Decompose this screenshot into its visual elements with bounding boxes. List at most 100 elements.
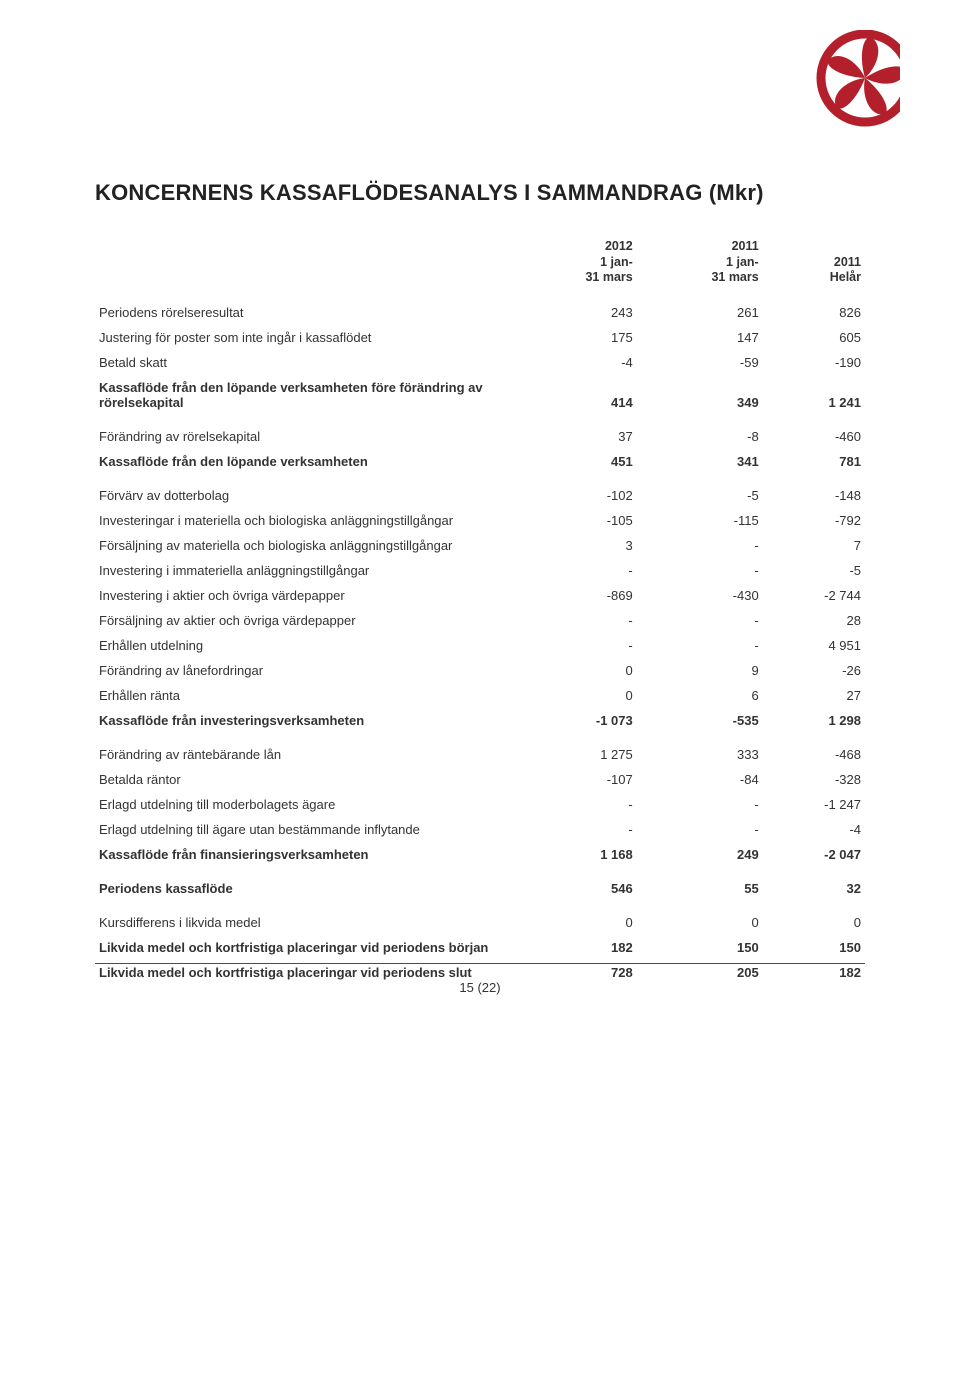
table-row: Försäljning av materiella och biologiska… [95,533,865,558]
cell-value: -8 [637,415,763,449]
cell-value: -148 [763,474,865,508]
table-row: Erhållen utdelning--4 951 [95,633,865,658]
cell-value: 6 [637,683,763,708]
cell-value: - [511,558,637,583]
row-label: Försäljning av materiella och biologiska… [95,533,511,558]
row-label: Förändring av lånefordringar [95,658,511,683]
cell-value: 451 [511,449,637,474]
cell-value: -792 [763,508,865,533]
cell-value: 0 [511,658,637,683]
cell-value: 414 [511,375,637,415]
cell-value: 28 [763,608,865,633]
cell-value: - [637,633,763,658]
table-row: Kassaflöde från investeringsverksamheten… [95,708,865,733]
table-row: Kassaflöde från den löpande verksamheten… [95,449,865,474]
row-label: Betalda räntor [95,767,511,792]
table-row: Förvärv av dotterbolag-102-5-148 [95,474,865,508]
row-label: Försäljning av aktier och övriga värdepa… [95,608,511,633]
cell-value: 243 [511,291,637,325]
cell-value: 781 [763,449,865,474]
row-label: Erhållen utdelning [95,633,511,658]
table-row: Erhållen ränta0627 [95,683,865,708]
cell-value: - [637,608,763,633]
page-title: KONCERNENS KASSAFLÖDESANALYS I SAMMANDRA… [95,180,865,206]
cell-value: 150 [637,935,763,960]
brand-logo [795,30,900,148]
table-row: Förändring av rörelsekapital37-8-460 [95,415,865,449]
table-row: Investeringar i materiella och biologisk… [95,508,865,533]
cell-value: 182 [511,935,637,960]
cell-value: -5 [763,558,865,583]
table-row: Förändring av lånefordringar09-26 [95,658,865,683]
cell-value: -5 [637,474,763,508]
cell-value: -26 [763,658,865,683]
cell-value: -2 047 [763,842,865,867]
cell-value: -460 [763,415,865,449]
cell-value: 0 [511,901,637,935]
table-row: Justering för poster som inte ingår i ka… [95,325,865,350]
row-label: Justering för poster som inte ingår i ka… [95,325,511,350]
cell-value: 333 [637,733,763,767]
cell-value: 349 [637,375,763,415]
cell-value: -190 [763,350,865,375]
cell-value: 175 [511,325,637,350]
row-label: Kassaflöde från investeringsverksamheten [95,708,511,733]
cell-value: -115 [637,508,763,533]
cell-value: 249 [637,842,763,867]
table-row: Periodens kassaflöde5465532 [95,867,865,901]
cell-value: -535 [637,708,763,733]
row-label: Periodens rörelseresultat [95,291,511,325]
cell-value: -84 [637,767,763,792]
cell-value: -468 [763,733,865,767]
cell-value: 546 [511,867,637,901]
cell-value: 9 [637,658,763,683]
table-header-row: 20121 jan-31 mars 20111 jan-31 mars 2011… [95,234,865,291]
cell-value: - [511,817,637,842]
cell-value: -430 [637,583,763,608]
cell-value: - [637,817,763,842]
row-label: Investeringar i materiella och biologisk… [95,508,511,533]
cell-value: 1 298 [763,708,865,733]
cell-value: 55 [637,867,763,901]
row-label: Periodens kassaflöde [95,867,511,901]
row-label: Erlagd utdelning till ägare utan bestämm… [95,817,511,842]
cell-value: - [637,533,763,558]
table-row: Likvida medel och kortfristiga placering… [95,935,865,960]
table-row: Erlagd utdelning till ägare utan bestämm… [95,817,865,842]
cell-value: -2 744 [763,583,865,608]
col-header: 20111 jan-31 mars [637,234,763,291]
table-row: Periodens rörelseresultat243261826 [95,291,865,325]
cell-value: - [511,608,637,633]
cell-value: -59 [637,350,763,375]
cell-value: - [511,792,637,817]
cell-value: 3 [511,533,637,558]
cell-value: 4 951 [763,633,865,658]
row-label: Förvärv av dotterbolag [95,474,511,508]
row-label: Investering i immateriella anläggningsti… [95,558,511,583]
cell-value: -328 [763,767,865,792]
table-row: Försäljning av aktier och övriga värdepa… [95,608,865,633]
cell-value: 0 [511,683,637,708]
cell-value: 147 [637,325,763,350]
row-label: Investering i aktier och övriga värdepap… [95,583,511,608]
row-label: Betald skatt [95,350,511,375]
cell-value: -102 [511,474,637,508]
cell-value: - [511,633,637,658]
cell-value: 341 [637,449,763,474]
table-row: Betalda räntor-107-84-328 [95,767,865,792]
col-header: 20121 jan-31 mars [511,234,637,291]
row-label: Erlagd utdelning till moderbolagets ägar… [95,792,511,817]
cell-value: 32 [763,867,865,901]
row-label: Erhållen ränta [95,683,511,708]
page-footer: 15 (22) [0,963,960,995]
col-header: 2011Helår [763,234,865,291]
cell-value: 1 168 [511,842,637,867]
cell-value: -1 073 [511,708,637,733]
row-label: Likvida medel och kortfristiga placering… [95,935,511,960]
row-label: Kassaflöde från finansieringsverksamhete… [95,842,511,867]
cell-value: -105 [511,508,637,533]
cell-value: - [637,558,763,583]
row-label: Kassaflöde från den löpande verksamheten… [95,375,511,415]
table-row: Erlagd utdelning till moderbolagets ägar… [95,792,865,817]
table-row: Betald skatt-4-59-190 [95,350,865,375]
